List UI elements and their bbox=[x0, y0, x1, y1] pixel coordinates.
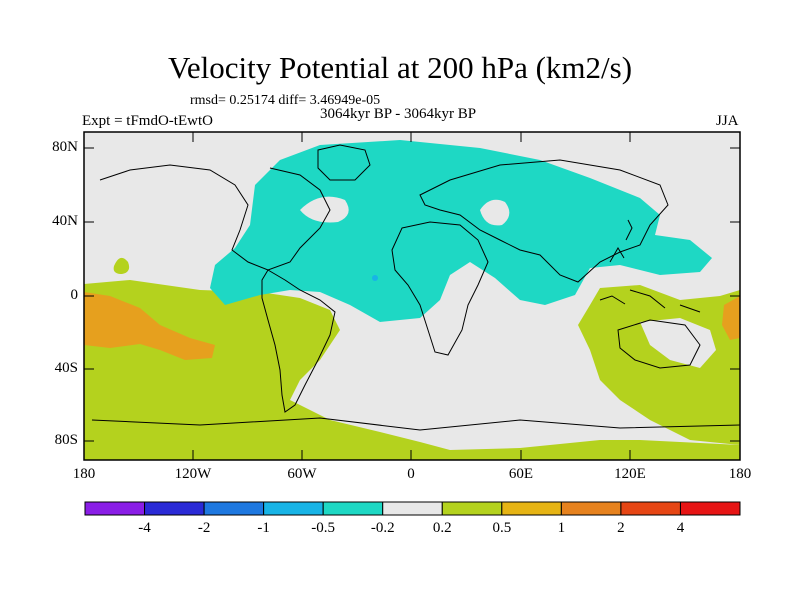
colorbar-label: -4 bbox=[138, 520, 151, 536]
neutral-region-australia bbox=[640, 318, 716, 368]
negative-spot bbox=[372, 275, 378, 281]
colorbar-label: -0.5 bbox=[311, 520, 336, 536]
colorbar-label: 0.2 bbox=[432, 520, 452, 536]
x-tick-label: 60E bbox=[508, 466, 534, 482]
colorbar-label: -0.2 bbox=[370, 520, 395, 536]
season-label: JJA bbox=[716, 113, 739, 129]
y-tick-label: 0 bbox=[70, 287, 79, 303]
y-tick-label: 40S bbox=[54, 360, 78, 376]
colorbar bbox=[84, 501, 741, 516]
colorbar-swatch bbox=[620, 501, 681, 516]
colorbar-label: -2 bbox=[197, 520, 211, 536]
positive-region-east bbox=[578, 285, 740, 445]
x-tick-label: 120E bbox=[614, 466, 646, 482]
colorbar-label: 4 bbox=[676, 520, 685, 536]
colorbar-label: -1 bbox=[257, 520, 270, 536]
colorbar-swatch bbox=[560, 501, 622, 516]
colorbar-swatch bbox=[84, 501, 146, 516]
axis-ticks bbox=[83, 132, 741, 460]
colorbar-label: 2 bbox=[617, 520, 625, 536]
colorbar-swatch bbox=[679, 501, 741, 516]
period-label: 3064kyr BP - 3064kyr BP bbox=[320, 106, 477, 122]
x-tick-label: 120W bbox=[174, 466, 212, 482]
y-tick-label: 80S bbox=[54, 432, 78, 448]
strong-positive-region-east bbox=[722, 296, 740, 340]
x-tick-label: 60W bbox=[287, 466, 317, 482]
coastlines bbox=[91, 144, 740, 431]
x-tick-label: 180 bbox=[72, 466, 96, 482]
negative-region-north bbox=[210, 140, 712, 322]
stats-label: rmsd= 0.25174 diff= 3.46949e-05 bbox=[190, 93, 381, 108]
colorbar-label: 0.5 bbox=[492, 520, 512, 536]
y-tick-label: 80N bbox=[52, 139, 78, 155]
map-field bbox=[84, 132, 740, 460]
map-title: Velocity Potential at 200 hPa (km2/s) bbox=[167, 50, 633, 85]
colorbar-swatch bbox=[441, 501, 503, 516]
y-tick-label: 40N bbox=[52, 213, 78, 229]
colorbar-label: 1 bbox=[557, 520, 566, 536]
neutral-hole-atlantic bbox=[300, 196, 349, 223]
positive-region-pacific-dot bbox=[113, 257, 130, 274]
positive-region-south bbox=[84, 280, 740, 460]
x-tick-label: 180 bbox=[728, 466, 752, 482]
colorbar-swatch bbox=[203, 501, 265, 516]
neutral-hole-mediterranean bbox=[480, 199, 510, 226]
colorbar-swatch bbox=[382, 501, 443, 516]
colorbar-swatch bbox=[322, 501, 384, 516]
x-tick-label: 0 bbox=[407, 466, 415, 482]
strong-positive-region-west bbox=[84, 292, 215, 360]
experiment-label: Expt = tFmdO-tEwtO bbox=[82, 113, 213, 129]
colorbar-swatch bbox=[144, 501, 205, 516]
colorbar-swatch bbox=[263, 501, 324, 516]
colorbar-swatch bbox=[501, 501, 562, 516]
